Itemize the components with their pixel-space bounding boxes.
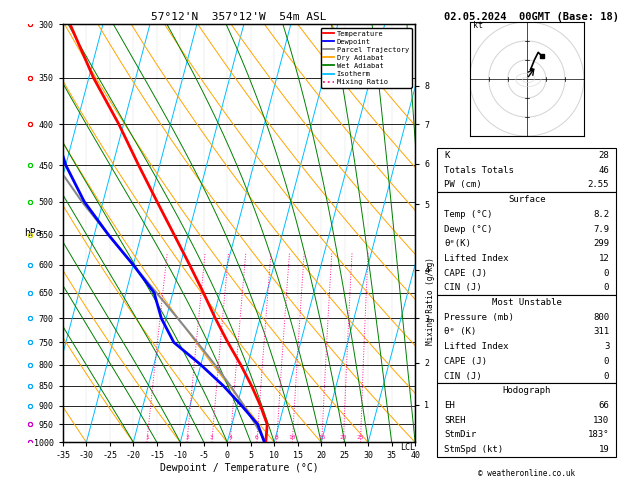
Text: Hodograph: Hodograph [503, 386, 551, 395]
Text: θᵉ (K): θᵉ (K) [444, 328, 477, 336]
Text: 0: 0 [604, 269, 610, 278]
Text: 6: 6 [255, 435, 259, 440]
Text: K: K [444, 151, 450, 160]
Text: Pressure (mb): Pressure (mb) [444, 312, 514, 322]
X-axis label: Dewpoint / Temperature (°C): Dewpoint / Temperature (°C) [160, 463, 318, 473]
Text: EH: EH [444, 401, 455, 410]
Text: StmDir: StmDir [444, 430, 477, 439]
Text: 8.2: 8.2 [593, 210, 610, 219]
Text: 19: 19 [599, 445, 610, 454]
Bar [437, 192, 616, 295]
Text: CAPE (J): CAPE (J) [444, 269, 487, 278]
Text: 2.55: 2.55 [587, 180, 610, 190]
Text: 15: 15 [318, 435, 326, 440]
Text: 0: 0 [604, 371, 610, 381]
Text: Temp (°C): Temp (°C) [444, 210, 493, 219]
Text: PW (cm): PW (cm) [444, 180, 482, 190]
Bar [437, 148, 616, 192]
Text: 130: 130 [593, 416, 610, 425]
Text: 10: 10 [289, 435, 296, 440]
Text: 311: 311 [593, 328, 610, 336]
Text: 0: 0 [604, 283, 610, 293]
Text: 8: 8 [275, 435, 279, 440]
Text: 4: 4 [228, 435, 232, 440]
Text: 7.9: 7.9 [593, 225, 610, 234]
Text: CIN (J): CIN (J) [444, 371, 482, 381]
Text: 12: 12 [599, 254, 610, 263]
Text: 299: 299 [593, 239, 610, 248]
Text: 28: 28 [599, 151, 610, 160]
Text: Dewp (°C): Dewp (°C) [444, 225, 493, 234]
Text: 3: 3 [210, 435, 214, 440]
Text: LCL: LCL [400, 443, 415, 451]
Y-axis label: km
ASL: km ASL [441, 233, 456, 253]
Text: θᵉ(K): θᵉ(K) [444, 239, 471, 248]
Text: StmSpd (kt): StmSpd (kt) [444, 445, 503, 454]
Text: CIN (J): CIN (J) [444, 283, 482, 293]
Text: hPa: hPa [24, 228, 42, 238]
Text: Totals Totals: Totals Totals [444, 166, 514, 175]
Text: Mixing Ratio (g/kg): Mixing Ratio (g/kg) [426, 258, 435, 345]
Legend: Temperature, Dewpoint, Parcel Trajectory, Dry Adiabat, Wet Adiabat, Isotherm, Mi: Temperature, Dewpoint, Parcel Trajectory… [321, 28, 411, 88]
Text: Lifted Index: Lifted Index [444, 342, 509, 351]
Bar [437, 383, 616, 457]
Text: SREH: SREH [444, 416, 466, 425]
Text: Lifted Index: Lifted Index [444, 254, 509, 263]
Text: 0: 0 [604, 357, 610, 366]
Text: © weatheronline.co.uk: © weatheronline.co.uk [478, 469, 576, 478]
Text: 25: 25 [357, 435, 364, 440]
Text: 1: 1 [145, 435, 148, 440]
Text: 800: 800 [593, 312, 610, 322]
Text: 183°: 183° [587, 430, 610, 439]
Text: CAPE (J): CAPE (J) [444, 357, 487, 366]
Text: kt: kt [474, 20, 484, 30]
Text: 66: 66 [599, 401, 610, 410]
Text: 46: 46 [599, 166, 610, 175]
Text: 3: 3 [604, 342, 610, 351]
Text: Surface: Surface [508, 195, 545, 204]
Text: 2: 2 [185, 435, 189, 440]
Bar [437, 295, 616, 383]
Text: Most Unstable: Most Unstable [492, 298, 562, 307]
Text: 02.05.2024  00GMT (Base: 18): 02.05.2024 00GMT (Base: 18) [444, 12, 619, 22]
Text: 20: 20 [340, 435, 347, 440]
Title: 57°12'N  357°12'W  54m ASL: 57°12'N 357°12'W 54m ASL [151, 12, 327, 22]
